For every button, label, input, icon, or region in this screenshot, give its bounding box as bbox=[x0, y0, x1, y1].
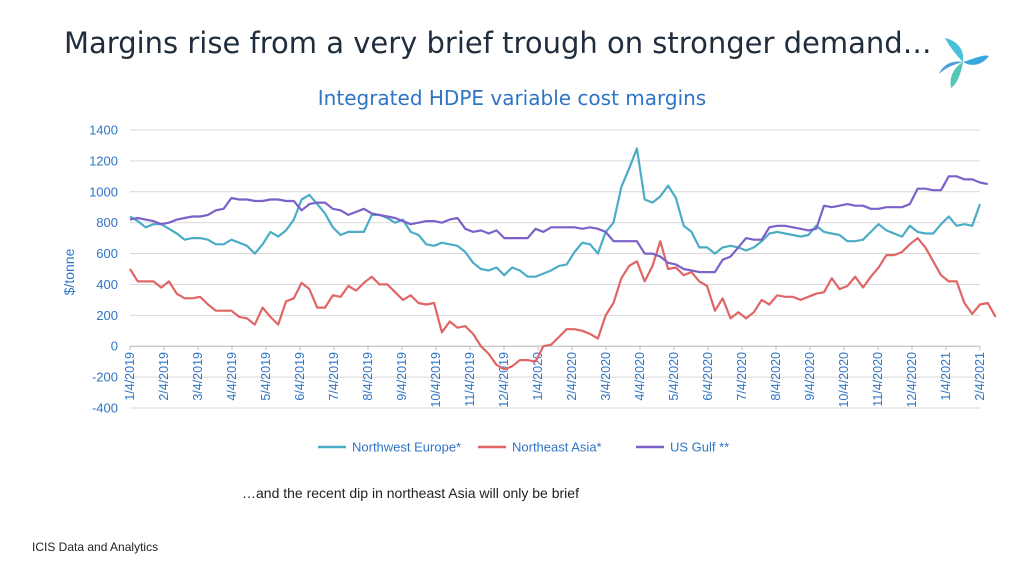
legend: Northwest Europe* Northeast Asia* US Gulf … bbox=[318, 440, 729, 455]
y-tick-label: 1400 bbox=[89, 123, 118, 138]
x-tick-label: 1/4/2021 bbox=[939, 352, 953, 401]
legend-label: Northwest Europe* bbox=[352, 440, 461, 455]
x-tick-label: 7/4/2019 bbox=[327, 352, 341, 401]
x-tick-label: 11/4/2020 bbox=[871, 352, 885, 407]
y-tick-label: 600 bbox=[96, 246, 118, 261]
series-line-1 bbox=[129, 147, 982, 278]
x-tick-label: 8/4/2020 bbox=[769, 352, 783, 401]
x-tick-label: 4/4/2019 bbox=[225, 352, 239, 401]
legend-label: US Gulf ** bbox=[670, 440, 729, 455]
x-tick-label: 6/4/2019 bbox=[293, 352, 307, 401]
chart-title: Integrated HDPE variable cost margins bbox=[317, 86, 707, 110]
x-tick-label: 3/4/2020 bbox=[599, 352, 613, 401]
x-tick-label: 7/4/2020 bbox=[735, 352, 749, 401]
gridlines bbox=[130, 129, 980, 409]
x-tick-label: 2/4/2019 bbox=[157, 352, 171, 401]
series-line-2 bbox=[129, 237, 997, 371]
x-tick-label: 2/4/2021 bbox=[973, 352, 987, 401]
y-tick-label: 0 bbox=[111, 339, 118, 354]
y-axis-ticks: 1400 1200 1000 800 600 400 200 0 -200 -400 bbox=[89, 123, 118, 416]
x-tick-label: 3/4/2019 bbox=[191, 352, 205, 401]
x-tick-label: 5/4/2019 bbox=[259, 352, 273, 401]
icis-logo-icon bbox=[939, 38, 989, 88]
x-tick-label: 9/4/2019 bbox=[395, 352, 409, 401]
x-tick-label: 10/4/2020 bbox=[837, 352, 851, 408]
x-tick-label: 2/4/2020 bbox=[565, 352, 579, 401]
x-axis-ticks: 1/4/2019 2/4/2019 3/4/2019 4/4/2019 5/4/2019… bbox=[123, 346, 987, 408]
x-tick-label: 1/4/2020 bbox=[531, 352, 545, 401]
x-tick-label: 4/4/2020 bbox=[633, 352, 647, 401]
slide-title: Margins rise from a very brief trough on… bbox=[64, 26, 932, 60]
x-tick-label: 8/4/2019 bbox=[361, 352, 375, 401]
y-tick-label: 400 bbox=[96, 277, 118, 292]
y-tick-label: 1000 bbox=[89, 184, 118, 199]
x-tick-label: 1/4/2019 bbox=[123, 352, 137, 401]
source-note: ICIS Data and Analytics bbox=[32, 540, 159, 554]
x-tick-label: 5/4/2020 bbox=[667, 352, 681, 401]
series-line-3 bbox=[129, 175, 989, 274]
x-tick-label: 9/4/2020 bbox=[803, 352, 817, 401]
legend-label: Northeast Asia* bbox=[512, 440, 602, 455]
series-lines bbox=[129, 147, 997, 371]
y-tick-label: -400 bbox=[92, 401, 118, 416]
y-tick-label: -200 bbox=[92, 370, 118, 385]
x-tick-label: 11/4/2019 bbox=[463, 352, 477, 407]
y-tick-label: 800 bbox=[96, 215, 118, 230]
y-tick-label: 1200 bbox=[89, 153, 118, 168]
x-tick-label: 6/4/2020 bbox=[701, 352, 715, 401]
x-tick-label: 12/4/2020 bbox=[905, 352, 919, 408]
x-tick-label: 10/4/2019 bbox=[429, 352, 443, 408]
x-tick-label: 12/4/2019 bbox=[497, 352, 511, 408]
y-axis-label: $/tonne bbox=[61, 248, 77, 295]
y-tick-label: 200 bbox=[96, 308, 118, 323]
subcaption: …and the recent dip in northeast Asia wi… bbox=[242, 485, 579, 501]
